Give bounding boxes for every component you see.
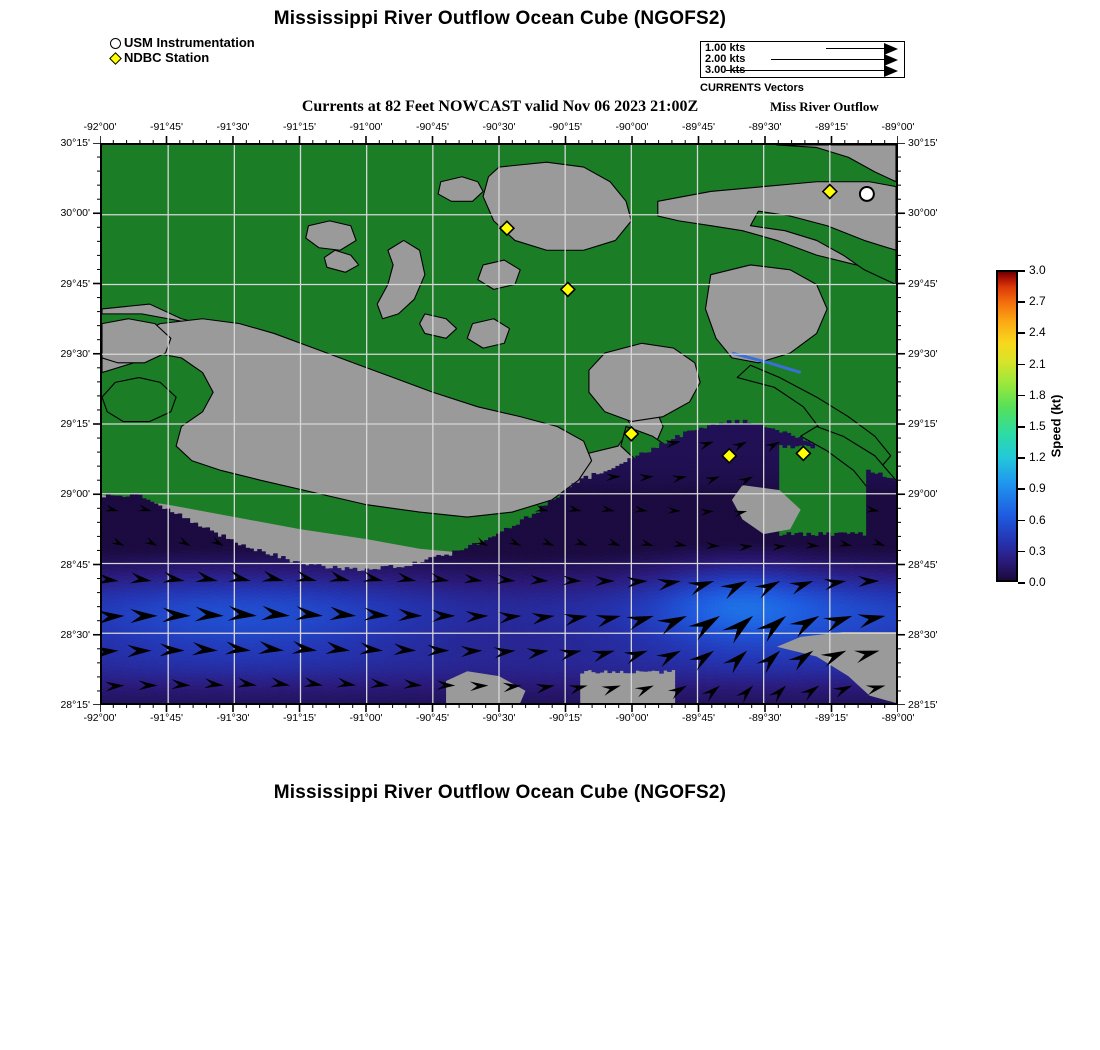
- y-axis-tick-label: 29°15': [60, 418, 90, 430]
- y-axis-right-labels: 30°15' 30°00' 29°45' 29°30' 29°15' 29°00' 28°4…: [904, 143, 988, 705]
- colorbar-tick: [1018, 395, 1025, 397]
- colorbar-tick: [1018, 520, 1025, 522]
- colorbar-tick-label: 2.4: [1029, 325, 1046, 339]
- bottom-page-title: Mississippi River Outflow Ocean Cube (NG…: [0, 782, 1000, 804]
- x-axis-tick-label: -90°00': [615, 121, 648, 133]
- colorbar-gradient: [996, 270, 1018, 582]
- y-axis-tick-label: 29°45': [60, 278, 90, 290]
- colorbar-tick: [1018, 301, 1025, 303]
- x-axis-tick-label: -89°00': [881, 712, 914, 724]
- y-axis-tick-label: 29°00': [908, 488, 938, 500]
- x-axis-tick-label: -90°45': [416, 712, 449, 724]
- x-axis-tick-label: -89°15': [815, 712, 848, 724]
- vector-key-shaft: [771, 59, 886, 60]
- colorbar-tick-label: 0.3: [1029, 544, 1046, 558]
- x-axis-tick-label: -90°45': [416, 121, 449, 133]
- x-axis-tick-label: -91°15': [283, 121, 316, 133]
- x-axis-tick-label: -91°00': [349, 712, 382, 724]
- y-axis-tick-label: 30°00': [908, 207, 938, 219]
- x-axis-tick-label: -89°45': [682, 712, 715, 724]
- y-axis-tick-label: 29°30': [60, 348, 90, 360]
- vector-key-shaft: [826, 48, 886, 49]
- colorbar-tick: [1018, 332, 1025, 334]
- x-axis-tick-label: -91°00': [349, 121, 382, 133]
- vector-key-row: 3.00 kts: [701, 65, 904, 77]
- x-axis-tick-label: -91°30': [216, 712, 249, 724]
- map-canvas: [102, 145, 896, 703]
- circle-marker-icon: [110, 38, 121, 49]
- y-axis-tick-label: 30°15': [60, 137, 90, 149]
- y-axis-left-labels: 30°15' 30°00' 29°45' 29°30' 29°15' 29°00' 28°4…: [10, 143, 94, 705]
- y-axis-right-ticks: [896, 143, 906, 705]
- colorbar-tick: [1018, 364, 1025, 366]
- x-axis-tick-label: -90°30': [482, 121, 515, 133]
- colorbar-tick-label: 0.6: [1029, 513, 1046, 527]
- x-axis-tick-label: -91°45': [150, 121, 183, 133]
- x-axis-tick-label: -89°15': [815, 121, 848, 133]
- marker-legend: USM Instrumentation NDBC Station: [110, 36, 255, 66]
- colorbar-tick-label: 1.5: [1029, 419, 1046, 433]
- x-axis-tick-label: -92°00': [83, 712, 116, 724]
- y-axis-tick-label: 28°45': [908, 559, 938, 571]
- y-axis-tick-label: 28°15': [908, 699, 938, 711]
- colorbar-tick-label: 1.2: [1029, 450, 1046, 464]
- x-axis-tick-label: -91°30': [216, 121, 249, 133]
- x-axis-tick-label: -89°30': [748, 121, 781, 133]
- y-axis-tick-label: 30°00': [60, 207, 90, 219]
- vector-key-shaft: [726, 70, 886, 71]
- y-axis-tick-label: 29°15': [908, 418, 938, 430]
- colorbar-tick: [1018, 582, 1025, 584]
- y-axis-tick-label: 28°15': [60, 699, 90, 711]
- colorbar-tick: [1018, 551, 1025, 553]
- subtitle-right-label: Miss River Outflow: [770, 99, 879, 115]
- x-axis-tick-label: -90°30': [482, 712, 515, 724]
- x-axis-tick-label: -90°00': [615, 712, 648, 724]
- vector-key-caption: CURRENTS Vectors: [700, 82, 804, 94]
- y-axis-tick-label: 28°45': [60, 559, 90, 571]
- x-axis-tick-label: -89°45': [682, 121, 715, 133]
- x-axis-bottom-ticks: [100, 703, 898, 713]
- x-axis-tick-label: -89°30': [748, 712, 781, 724]
- page-title: Mississippi River Outflow Ocean Cube (NG…: [0, 8, 1000, 30]
- x-axis-tick-label: -90°15': [549, 712, 582, 724]
- colorbar-tick-label: 2.1: [1029, 357, 1046, 371]
- y-axis-tick-label: 30°15': [908, 137, 938, 149]
- colorbar-tick-label: 0.0: [1029, 575, 1046, 589]
- x-axis-tick-label: -89°00': [881, 121, 914, 133]
- colorbar-tick-label: 3.0: [1029, 263, 1046, 277]
- usm-instrumentation-marker[interactable]: [860, 187, 874, 201]
- colorbar-tick: [1018, 270, 1025, 272]
- colorbar-tick: [1018, 488, 1025, 490]
- legend-label-usm: USM Instrumentation: [124, 36, 255, 50]
- colorbar-tick-label: 0.9: [1029, 481, 1046, 495]
- colorbar-tick: [1018, 426, 1025, 428]
- vector-scale-key: 1.00 kts 2.00 kts 3.00 kts: [700, 41, 905, 78]
- y-axis-tick-label: 29°30': [908, 348, 938, 360]
- legend-label-ndbc: NDBC Station: [124, 51, 209, 65]
- x-axis-tick-label: -92°00': [83, 121, 116, 133]
- colorbar-tick-label: 1.8: [1029, 388, 1046, 402]
- y-axis-tick-label: 28°30': [60, 629, 90, 641]
- colorbar-axis-title: Speed (kt): [1049, 395, 1064, 458]
- y-axis-left-ticks: [92, 143, 102, 705]
- x-axis-tick-label: -91°45': [150, 712, 183, 724]
- legend-item-ndbc: NDBC Station: [110, 51, 255, 65]
- diamond-marker-icon: [109, 52, 122, 65]
- y-axis-tick-label: 29°00': [60, 488, 90, 500]
- x-axis-top-ticks: [100, 135, 898, 145]
- x-axis-bottom-labels: -92°00' -91°45' -91°30' -91°15' -91°00' -90°4…: [100, 712, 898, 726]
- colorbar-tick: [1018, 457, 1025, 459]
- x-axis-top-labels: -92°00' -91°45' -91°30' -91°15' -91°00' -90°4…: [100, 121, 898, 135]
- legend-item-usm: USM Instrumentation: [110, 36, 255, 50]
- y-axis-tick-label: 29°45': [908, 278, 938, 290]
- vector-key-arrowhead: [884, 65, 898, 77]
- map-plot-area[interactable]: [100, 143, 898, 705]
- y-axis-tick-label: 28°30': [908, 629, 938, 641]
- colorbar-tick-label: 2.7: [1029, 294, 1046, 308]
- x-axis-tick-label: -90°15': [549, 121, 582, 133]
- x-axis-tick-label: -91°15': [283, 712, 316, 724]
